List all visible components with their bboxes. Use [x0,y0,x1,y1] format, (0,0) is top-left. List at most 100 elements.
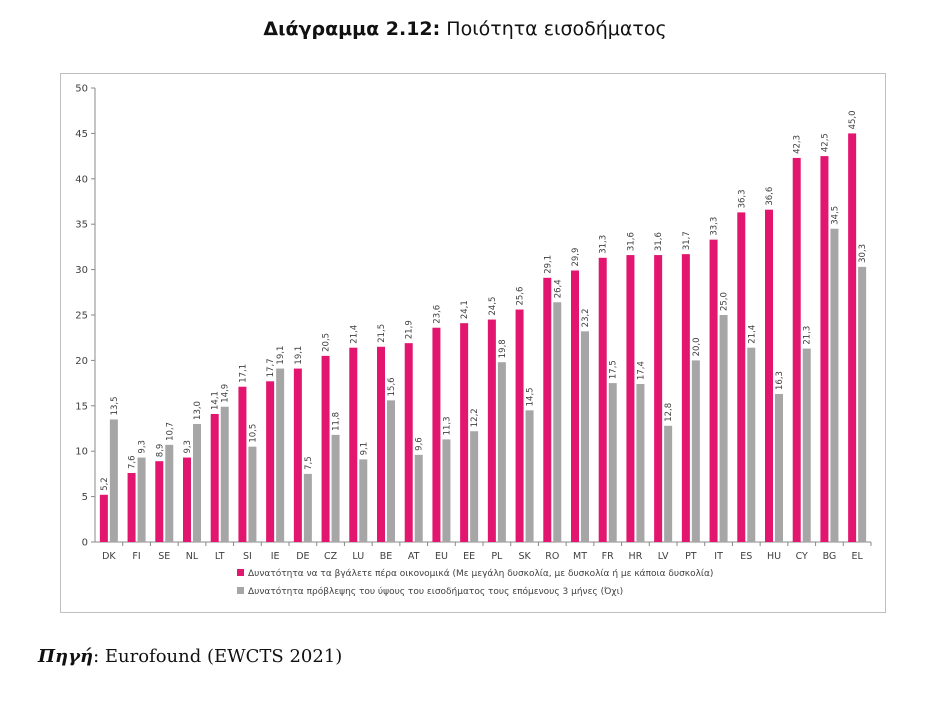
chart-title: Διάγραμμα 2.12: Ποιότητα εισοδήματος [0,18,930,40]
data-label-series1: 23,6 [432,305,442,324]
bar-series1 [654,255,663,542]
x-tick-label: CZ [324,551,338,562]
x-tick-label: BE [380,551,393,562]
bar-series1 [266,381,275,542]
bar-series2 [165,444,174,542]
bar-series2 [691,360,700,542]
data-label-series1: 31,7 [682,231,692,250]
x-tick-label: RO [545,551,559,562]
y-tick-label: 50 [75,84,88,95]
x-tick-label: LU [352,551,364,562]
legend-swatch-series2 [237,587,244,594]
data-label-series1: 31,3 [599,235,609,254]
bar-series1 [404,343,413,542]
bar-series2 [276,368,285,542]
data-label-series1: 17,7 [266,358,276,377]
y-tick-label: 20 [75,356,88,367]
bar-series1 [487,319,496,542]
data-label-series2: 9,1 [359,442,369,456]
legend-label-series2: Δυνατότητα πρόβλεψης του ύψους του εισοδ… [248,586,623,597]
data-label-series1: 8,9 [155,444,165,458]
bar-series2 [830,228,839,543]
bar-series2 [553,302,562,542]
x-tick-label: ES [740,551,752,562]
data-label-series2: 25,0 [720,292,730,311]
bar-series2 [664,425,673,542]
bar-chart: 05101520253035404550DK5,213,5FI7,69,3SE8… [75,84,872,597]
bar-series2 [248,446,257,542]
bar-series2 [442,439,451,542]
data-label-series2: 34,5 [830,206,840,225]
bar-series2 [387,400,395,542]
data-label-series1: 20,5 [322,333,332,352]
bar-series2 [802,348,811,542]
data-label-series2: 19,1 [276,346,286,365]
data-label-series1: 42,3 [793,135,803,154]
data-label-series1: 31,6 [654,232,664,251]
data-label-series1: 14,1 [211,391,221,410]
bar-series1 [432,327,441,542]
x-tick-label: LV [658,551,669,562]
data-label-series2: 10,5 [248,424,258,443]
data-label-series1: 36,3 [737,189,747,208]
bar-series1 [99,494,108,542]
data-label-series1: 21,5 [377,324,387,343]
bar-series2 [719,315,728,542]
data-label-series2: 14,9 [221,384,231,403]
x-tick-label: PT [685,551,697,562]
x-tick-label: DE [296,551,309,562]
legend-label-series1: Δυνατότητα να τα βγάλετε πέρα οικονομικά… [248,568,713,579]
data-label-series1: 29,1 [543,255,553,274]
data-label-series2: 20,0 [692,337,702,356]
bar-series1 [681,254,690,542]
data-label-series1: 33,3 [710,217,720,236]
data-label-series2: 13,5 [110,396,120,415]
bar-series2 [303,473,312,542]
bar-series1 [543,277,552,542]
data-label-series1: 17,1 [238,364,248,383]
data-label-series2: 13,0 [193,401,203,420]
data-label-series2: 11,8 [332,412,342,431]
data-label-series2: 10,7 [165,422,175,441]
data-label-series2: 21,3 [803,326,813,345]
data-label-series1: 29,9 [571,248,581,267]
bar-series2 [193,423,201,542]
data-label-series2: 23,2 [581,308,591,327]
data-label-series1: 21,9 [405,320,415,339]
x-tick-label: BG [823,551,837,562]
x-tick-label: IT [714,551,723,562]
data-label-series2: 9,6 [415,437,425,451]
bar-series1 [792,157,801,542]
bar-series2 [109,419,118,542]
data-label-series2: 12,8 [664,403,674,422]
data-label-series1: 9,3 [183,440,193,454]
chart-title-prefix: Διάγραμμα 2.12: [263,18,441,40]
bar-series1 [155,461,164,542]
bar-series1 [460,323,469,542]
bar-series1 [626,255,635,542]
source-label: Πηγή [38,646,94,667]
data-label-series1: 31,6 [626,232,636,251]
bar-series1 [127,472,136,542]
bar-series2 [581,331,589,542]
bar-series2 [525,410,534,542]
y-tick-label: 25 [75,311,88,322]
bar-series1 [293,368,302,542]
data-label-series1: 36,6 [765,187,775,206]
data-label-series2: 11,3 [442,416,452,435]
bar-series2 [359,459,368,542]
x-tick-label: CY [796,551,808,562]
data-label-series1: 7,6 [128,455,138,469]
data-label-series2: 17,5 [609,360,619,379]
x-tick-label: LT [215,551,225,562]
bar-series1 [515,309,524,542]
legend-swatch-series1 [237,569,244,576]
bar-series1 [238,386,247,542]
data-label-series1: 24,1 [460,300,470,319]
y-tick-label: 30 [75,265,88,276]
x-tick-label: FR [602,551,614,562]
data-label-series2: 16,3 [775,371,785,390]
y-tick-label: 35 [75,220,88,231]
y-tick-label: 15 [75,401,88,412]
data-label-series1: 25,6 [516,287,526,306]
